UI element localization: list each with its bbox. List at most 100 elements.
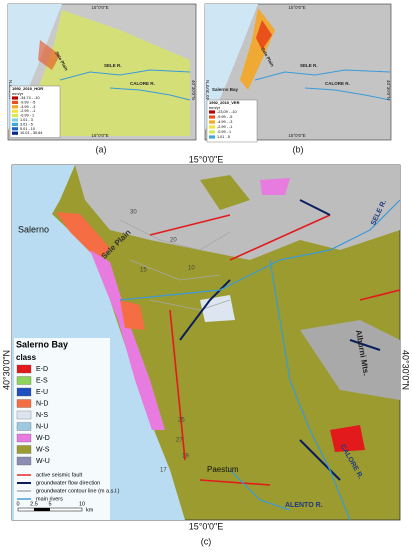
legend-swatch: [16, 387, 32, 397]
legend-label: -9.99 - -5: [217, 115, 232, 119]
place: Salerno: [18, 224, 49, 234]
caption: (b): [293, 144, 304, 154]
legend-label: -23.09 - -10: [217, 110, 237, 114]
legend-label: main rivers: [36, 496, 63, 502]
caption: (c): [201, 536, 212, 546]
place: CALORE R.: [325, 81, 350, 86]
legend-title: 1992_2010_HOR: [12, 86, 43, 91]
legend-label: -0.99 - 1: [217, 130, 231, 134]
legend-label: -34.74 - -10: [20, 96, 40, 100]
legend-swatch: [16, 410, 32, 420]
lat-label: 40°30'0"N: [191, 80, 196, 100]
lon-label: 15°0'0"E: [288, 133, 305, 138]
lat-label: 40°30'0"N: [205, 80, 210, 100]
legend-swatch: [12, 100, 18, 104]
caption: (a): [96, 144, 107, 154]
legend-swatch: [209, 120, 215, 124]
place: Salerno Bay: [212, 87, 239, 92]
legend-swatch: [12, 118, 18, 122]
legend-swatch: [12, 105, 18, 109]
legend-swatch: [12, 114, 18, 118]
legend-swatch: [209, 115, 215, 119]
legend-box: [206, 99, 258, 143]
legend-swatch: [12, 109, 18, 113]
legend-swatch: [12, 127, 18, 131]
scale-label: 0: [16, 501, 19, 507]
lat-label: 40°30'0"N: [1, 350, 11, 390]
legend-swatch: [12, 122, 18, 126]
legend-swatch: [16, 433, 32, 443]
legend-swatch: [16, 399, 32, 408]
legend-swatch: [16, 422, 32, 431]
legend-label: W-S: [36, 446, 50, 453]
contour-label: 19: [182, 454, 189, 460]
lat-label: 40°30'0"N: [386, 80, 391, 100]
place: CALORE R.: [130, 81, 155, 86]
legend-swatch: [209, 130, 215, 134]
place: ALENTO R.: [285, 502, 323, 509]
scale-label: 2.5: [30, 501, 38, 507]
legend-label: active seismic fault: [36, 472, 83, 478]
legend-label: E-S: [36, 377, 48, 384]
legend-label: N-U: [36, 423, 48, 430]
legend-label: -2.99 - -1: [20, 109, 35, 113]
legend-label: -4.99 - -3: [20, 105, 35, 109]
legend-swatch: [209, 135, 215, 139]
contour-label: 27: [176, 438, 183, 444]
legend-label: -4.99 - -3: [217, 120, 232, 124]
contour-label: 20: [170, 238, 177, 244]
legend-title: 1992_2010_VER: [209, 100, 240, 105]
scale-label: 10: [79, 501, 85, 507]
contour-label: 30: [130, 210, 137, 216]
legend-swatch: [12, 131, 18, 135]
scale-label: 5: [48, 501, 51, 507]
place: SELE R.: [104, 63, 122, 68]
legend-label: -0.99 - 1: [20, 114, 34, 118]
contour-label: 25: [178, 418, 185, 424]
contour-label: 15: [140, 268, 147, 274]
contour-label: 10: [188, 266, 195, 272]
legend-swatch: [16, 456, 32, 466]
lon-label: 15°0'0"E: [288, 5, 305, 10]
place: SELE R.: [300, 63, 318, 68]
legend-swatch: [209, 110, 215, 114]
legend-swatch: [16, 364, 32, 374]
contour-label: 17: [160, 468, 167, 474]
legend-label: 5.01 - 10: [20, 127, 35, 131]
legend-swatch: [16, 376, 32, 385]
legend-label: groundwater flow direction: [36, 480, 100, 486]
lat-label: 40°30'0"N: [401, 350, 411, 390]
legend-swatch: [209, 125, 215, 129]
legend-label: W-U: [36, 458, 50, 465]
scale-unit: km: [86, 507, 94, 513]
lon-label: 15°0'0"E: [91, 133, 108, 138]
legend-label: -2.99 - -1: [217, 125, 232, 129]
legend-box: [9, 85, 61, 138]
lon-label: 15°0'0"E: [91, 5, 108, 10]
legend-label: 3.01 - 5: [20, 122, 33, 126]
legend-label: E-U: [36, 389, 48, 396]
legend-label: E-D: [36, 366, 48, 373]
legend-label: W-D: [36, 435, 50, 442]
legend-label: 1.01 - 3: [20, 118, 33, 122]
scale-bar: [34, 508, 50, 511]
lon-label: 15°0'0"E: [189, 154, 224, 164]
legend-label: 1.01 - 5: [217, 135, 230, 139]
legend-label: groundwater contour line (m a.s.l.): [36, 488, 120, 494]
place: Paestum: [207, 465, 239, 474]
legend-title: class: [16, 353, 37, 362]
legend-heading: Salerno Bay: [16, 339, 68, 349]
legend-label: N-S: [36, 412, 48, 419]
legend-swatch: [16, 445, 32, 454]
map-c: [11, 164, 401, 521]
legend-label: -9.99 - -5: [20, 100, 35, 104]
legend-label: N-D: [36, 400, 48, 407]
legend-unit: mm/yr: [209, 105, 221, 110]
lon-label: 15°0'0"E: [189, 521, 224, 531]
legend-swatch: [12, 96, 18, 100]
legend-label: 10.01 - 30.64: [20, 131, 42, 135]
legend-unit: mm/yr: [12, 91, 24, 96]
